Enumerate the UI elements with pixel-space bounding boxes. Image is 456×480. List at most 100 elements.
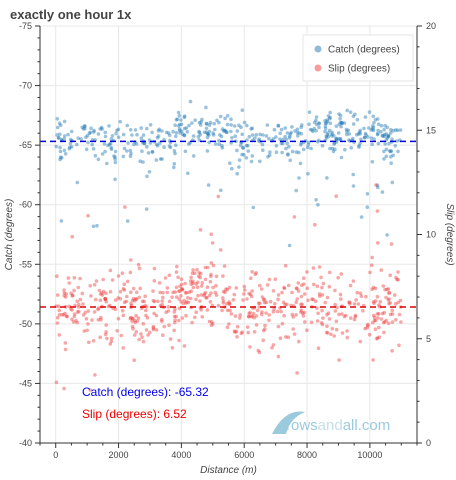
- slip-points: [54, 183, 403, 392]
- slip-point: [393, 302, 398, 306]
- slip-point: [372, 301, 376, 306]
- catch-point: [176, 124, 181, 128]
- slip-point: [283, 302, 287, 307]
- slip-point: [78, 297, 83, 302]
- catch-point: [331, 149, 336, 154]
- slip-point: [231, 298, 236, 302]
- catch-point: [91, 224, 96, 229]
- slip-point: [260, 295, 265, 299]
- slip-point: [248, 310, 252, 315]
- slip-point: [276, 293, 281, 297]
- catch-point: [356, 132, 361, 136]
- slip-point: [160, 299, 164, 303]
- slip-point: [199, 293, 204, 297]
- catch-point: [285, 131, 290, 135]
- slip-point: [186, 300, 191, 305]
- watermark: rowsandall.com: [272, 411, 390, 434]
- slip-point: [285, 302, 289, 307]
- catch-point: [323, 129, 327, 134]
- slip-point: [151, 298, 156, 303]
- slip-point: [136, 316, 141, 320]
- slip-point: [195, 285, 200, 290]
- catch-point: [177, 114, 182, 118]
- catch-point: [217, 142, 221, 146]
- slip-point: [323, 300, 328, 305]
- slip-point: [295, 297, 300, 301]
- catch-point: [330, 146, 335, 151]
- catch-point: [326, 131, 330, 135]
- catch-point: [156, 134, 161, 138]
- catch-point: [385, 125, 390, 130]
- catch-point: [328, 146, 332, 151]
- slip-point: [179, 300, 183, 304]
- slip-point: [196, 274, 201, 279]
- catch-point: [213, 142, 218, 146]
- catch-point: [310, 128, 314, 132]
- catch-point: [325, 118, 330, 122]
- slip-point: [367, 332, 372, 337]
- catch-point: [140, 149, 144, 153]
- slip-point: [242, 284, 247, 289]
- slip-point: [281, 300, 286, 305]
- catch-point: [288, 134, 292, 138]
- slip-point: [291, 327, 296, 331]
- slip-point: [83, 310, 88, 315]
- slip-point: [64, 295, 68, 299]
- catch-point: [69, 145, 74, 149]
- catch-point: [235, 171, 239, 176]
- slip-point: [227, 302, 232, 307]
- slip-point: [258, 283, 262, 288]
- slip-point: [161, 333, 165, 338]
- slip-point: [162, 324, 167, 329]
- slip-point: [227, 322, 231, 326]
- slip-point: [211, 285, 215, 290]
- slip-point: [377, 325, 381, 330]
- catch-point: [187, 123, 191, 128]
- slip-point: [373, 286, 378, 291]
- slip-point: [256, 348, 261, 353]
- catch-point: [314, 118, 318, 123]
- catch-point: [364, 133, 368, 137]
- catch-point: [359, 137, 363, 142]
- catch-point: [308, 127, 313, 132]
- catch-point: [294, 188, 299, 193]
- slip-point: [398, 298, 403, 303]
- catch-point: [251, 205, 256, 210]
- catch-point: [128, 128, 133, 132]
- catch-point: [295, 131, 300, 135]
- slip-point: [351, 279, 356, 283]
- catch-point: [205, 135, 210, 140]
- catch-point: [92, 130, 96, 134]
- slip-point: [203, 265, 208, 270]
- slip-point: [163, 276, 168, 280]
- catch-point: [150, 130, 154, 135]
- slip-point: [157, 281, 162, 285]
- slip-point: [361, 308, 365, 313]
- slip-point: [297, 339, 301, 344]
- slip-point: [134, 313, 138, 318]
- catch-point: [276, 124, 281, 128]
- slip-point: [134, 297, 139, 302]
- catch-point: [207, 123, 212, 127]
- catch-point: [388, 149, 393, 154]
- slip-point: [334, 327, 339, 332]
- catch-point: [176, 110, 181, 115]
- catch-point: [138, 159, 142, 163]
- catch-point: [267, 136, 271, 141]
- catch-point: [343, 147, 347, 152]
- catch-point: [372, 137, 376, 141]
- catch-point: [145, 145, 149, 149]
- slip-point: [390, 312, 395, 316]
- slip-point: [387, 297, 391, 301]
- catch-point: [290, 125, 294, 129]
- catch-point: [384, 147, 389, 152]
- slip-point: [233, 314, 238, 318]
- slip-point: [198, 228, 203, 232]
- catch-point: [253, 136, 257, 140]
- catch-point: [365, 192, 370, 196]
- slip-point: [311, 266, 316, 270]
- catch-point: [316, 138, 321, 143]
- slip-point: [77, 302, 81, 307]
- catch-point: [261, 148, 265, 152]
- catch-point: [208, 120, 213, 125]
